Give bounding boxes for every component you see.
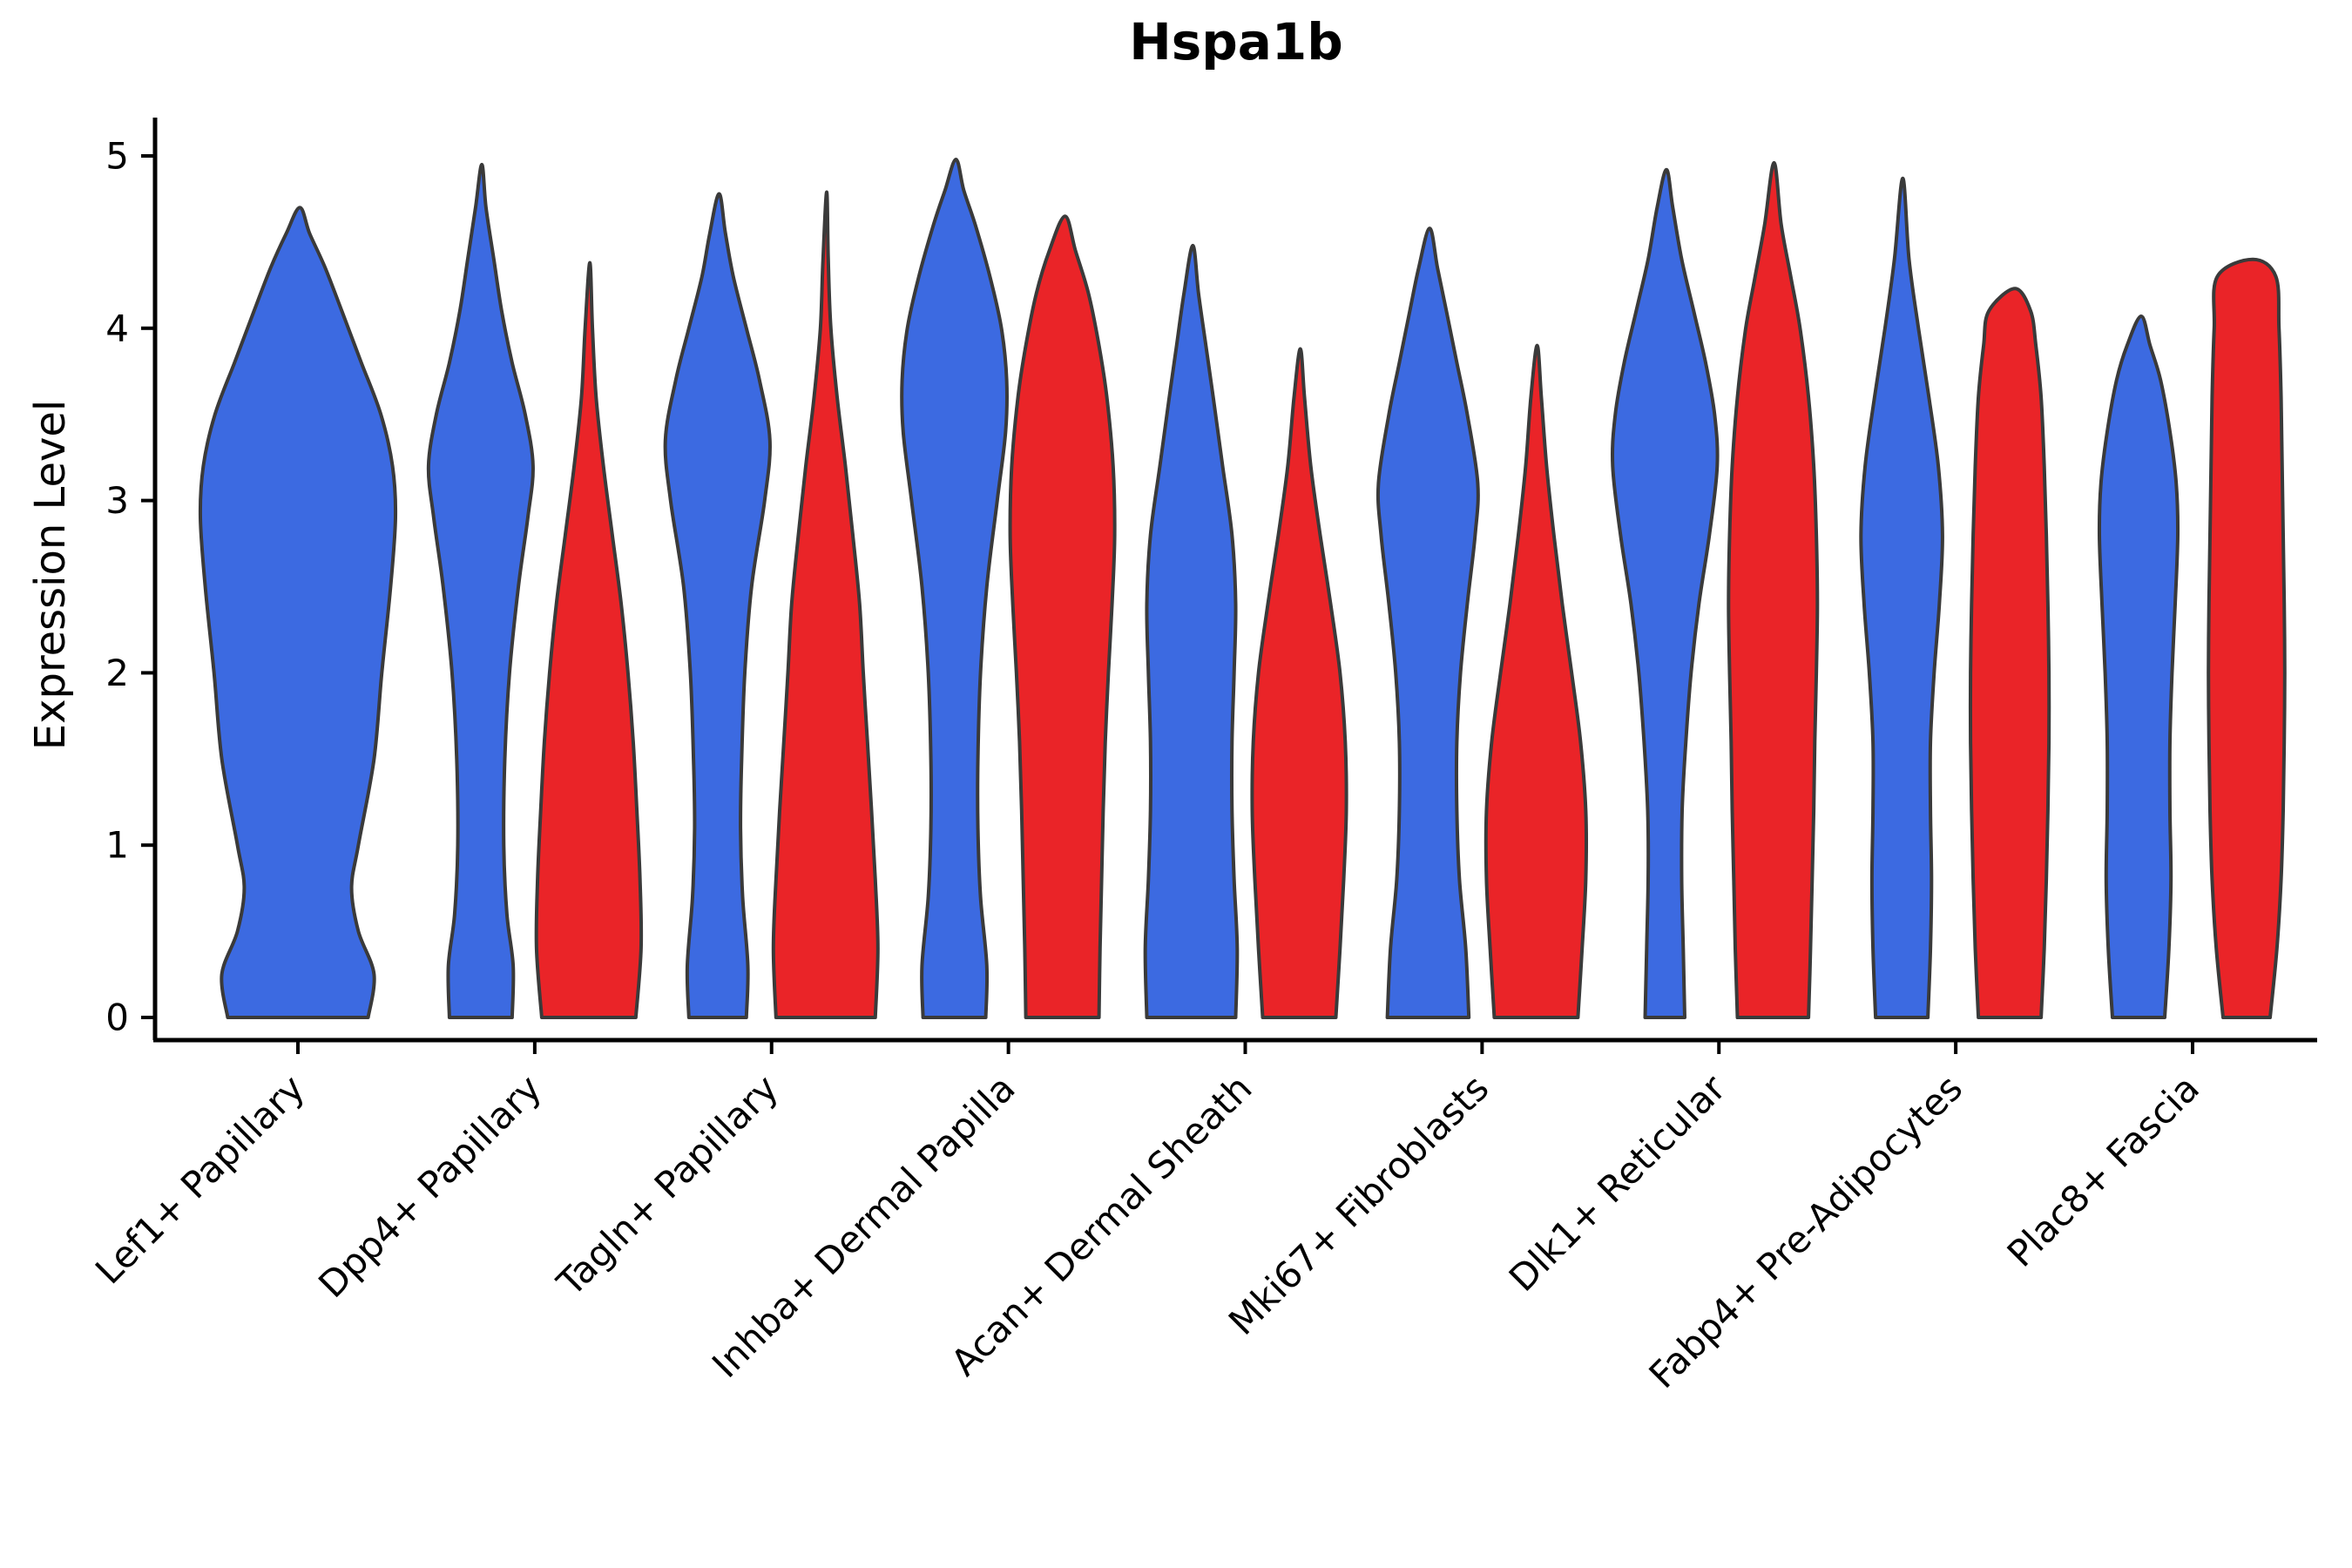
violin-red-3 (1008, 214, 1117, 1019)
violin-blue-8 (2097, 314, 2180, 1019)
violin-red-1 (534, 260, 644, 1019)
chart-title: Hspa1b (1129, 12, 1343, 71)
violin-blue-6 (1611, 167, 1720, 1019)
violin-blue-7 (1859, 176, 1944, 1019)
violin-blue-2 (663, 192, 772, 1019)
x-tick-label: Plac8+ Fascia (1999, 1066, 2207, 1274)
y-tick-label: 0 (105, 997, 129, 1039)
violin-red-8 (2207, 257, 2287, 1019)
violin-red-7 (1968, 287, 2051, 1019)
y-tick-label: 1 (105, 824, 129, 867)
y-tick-label: 5 (105, 135, 129, 178)
violin-blue-0 (198, 206, 398, 1019)
y-tick-label: 3 (105, 479, 129, 522)
violin-red-2 (771, 190, 880, 1019)
x-tick-label: Mki67+ Fibroblasts (1220, 1066, 1497, 1342)
x-tick-label: Lef1+ Papillary (87, 1066, 313, 1292)
violin-blue-4 (1143, 243, 1240, 1019)
violin-red-4 (1250, 347, 1348, 1019)
violin-blue-5 (1375, 226, 1480, 1019)
violin-blue-3 (900, 158, 1010, 1019)
violin-red-6 (1727, 160, 1820, 1019)
y-tick-label: 2 (105, 652, 129, 694)
x-tick-label: Dpp4+ Papillary (310, 1066, 550, 1306)
violin-red-5 (1484, 343, 1589, 1019)
violin-blue-1 (426, 162, 535, 1019)
x-tick-label: Dlk1+ Reticular (1501, 1066, 1734, 1300)
x-tick-label: Tagln+ Papillary (548, 1066, 786, 1304)
y-tick-label: 4 (105, 307, 129, 349)
